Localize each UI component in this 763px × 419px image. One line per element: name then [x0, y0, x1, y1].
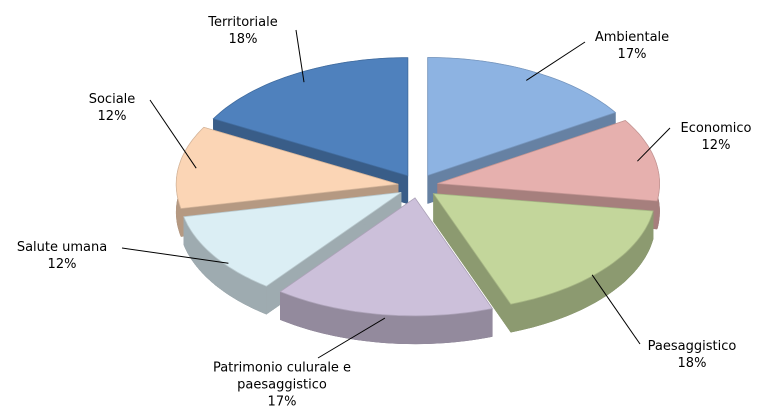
slice	[183, 192, 402, 287]
data-label: Economico 12%	[681, 120, 752, 154]
value-label: 12%	[97, 109, 127, 124]
data-label: Ambientale 17%	[595, 29, 669, 63]
data-label: Salute umana 12%	[17, 239, 107, 273]
value-label: 12%	[701, 138, 731, 153]
category-label: Ambientale	[594, 30, 670, 45]
leader-line	[149, 99, 197, 169]
slice	[279, 197, 493, 317]
value-label: 18%	[677, 356, 707, 371]
slice	[175, 126, 399, 209]
slice	[427, 57, 617, 177]
category-label: Territoriale	[208, 15, 278, 30]
category-label: Patrimonio culurale e paesaggistico	[212, 360, 352, 393]
leader-line	[591, 274, 641, 345]
category-label: Sociale	[88, 92, 136, 107]
data-label: Territoriale 18%	[208, 14, 277, 48]
leader-line	[526, 41, 586, 81]
data-label: Sociale 12%	[89, 91, 136, 125]
data-label: Patrimonio culurale e paesaggistico 17%	[202, 360, 362, 411]
category-label: Paesaggistico	[647, 339, 737, 354]
category-label: Economico	[680, 121, 752, 136]
leader-line	[121, 247, 229, 264]
value-label: 17%	[267, 394, 297, 410]
leader-line	[637, 127, 671, 162]
category-label: Salute umana	[16, 240, 108, 255]
value-label: 17%	[617, 47, 647, 62]
slice	[432, 193, 654, 305]
slice	[212, 57, 409, 177]
data-label: Paesaggistico 18%	[648, 338, 737, 372]
slice	[437, 120, 660, 202]
value-label: 18%	[228, 32, 258, 47]
leader-line	[317, 317, 386, 359]
leader-line	[295, 29, 305, 83]
value-label: 12%	[47, 257, 77, 272]
